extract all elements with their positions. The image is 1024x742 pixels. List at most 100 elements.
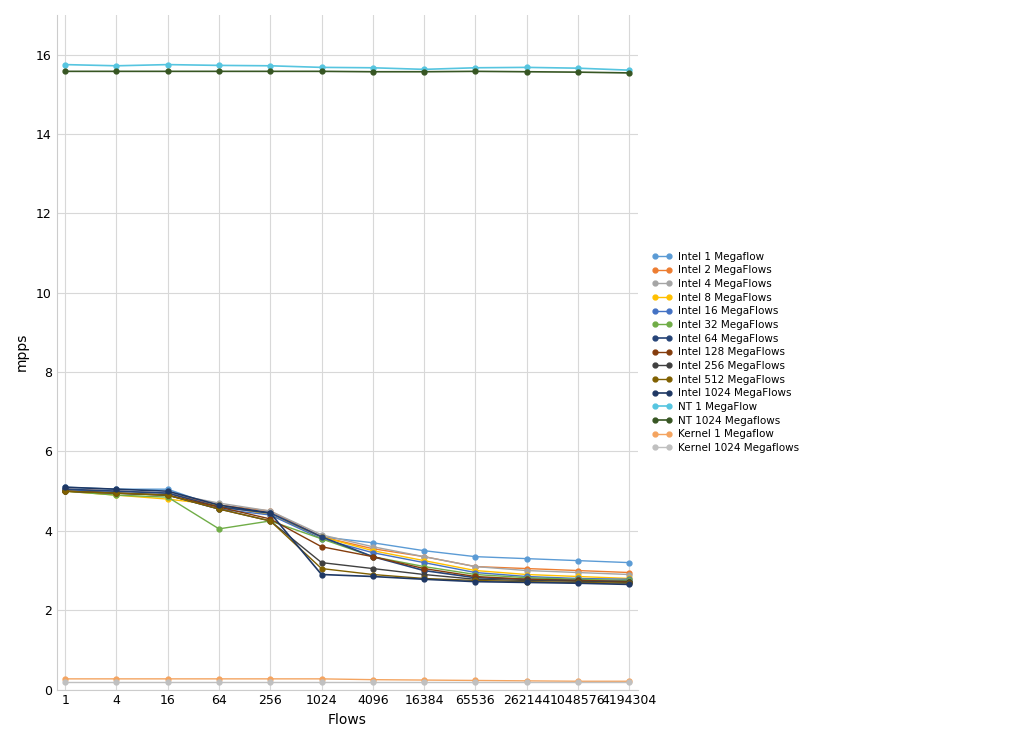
Intel 4 MegaFlows <box>59 487 72 496</box>
NT 1024 Megaflows <box>571 68 584 76</box>
Intel 16 MegaFlows <box>520 572 532 581</box>
X-axis label: Flows: Flows <box>328 713 367 727</box>
Intel 128 MegaFlows <box>162 490 174 499</box>
Intel 8 MegaFlows <box>162 495 174 504</box>
Intel 8 MegaFlows <box>315 532 328 541</box>
Intel 2 MegaFlows <box>367 545 379 554</box>
Line: Intel 64 MegaFlows: Intel 64 MegaFlows <box>62 487 632 584</box>
Line: Intel 1 Megaflow: Intel 1 Megaflow <box>62 485 632 565</box>
NT 1 MegaFlow <box>264 62 276 70</box>
Intel 128 MegaFlows <box>571 576 584 585</box>
Intel 16 MegaFlows <box>264 510 276 519</box>
Intel 1024 MegaFlows <box>418 575 430 584</box>
NT 1 MegaFlow <box>623 66 635 75</box>
Intel 64 MegaFlows <box>162 489 174 498</box>
NT 1 MegaFlow <box>213 61 225 70</box>
Intel 1 Megaflow <box>111 485 123 493</box>
Intel 512 MegaFlows <box>264 516 276 525</box>
Intel 1 Megaflow <box>162 485 174 493</box>
Kernel 1024 Megaflows <box>520 678 532 687</box>
Intel 16 MegaFlows <box>571 574 584 583</box>
Intel 16 MegaFlows <box>315 534 328 543</box>
Kernel 1 Megaflow <box>469 676 481 685</box>
Intel 8 MegaFlows <box>469 566 481 575</box>
NT 1024 Megaflows <box>264 67 276 76</box>
Intel 32 MegaFlows <box>264 516 276 525</box>
Intel 128 MegaFlows <box>623 577 635 586</box>
Intel 8 MegaFlows <box>367 546 379 555</box>
Intel 128 MegaFlows <box>520 575 532 584</box>
Kernel 1 Megaflow <box>520 677 532 686</box>
Intel 8 MegaFlows <box>213 501 225 510</box>
Line: NT 1 MegaFlow: NT 1 MegaFlow <box>62 62 632 73</box>
Intel 2 MegaFlows <box>59 485 72 493</box>
Intel 64 MegaFlows <box>315 532 328 541</box>
Intel 1 Megaflow <box>315 532 328 541</box>
Intel 32 MegaFlows <box>111 490 123 499</box>
Kernel 1024 Megaflows <box>111 678 123 687</box>
Intel 2 MegaFlows <box>418 552 430 561</box>
Intel 256 MegaFlows <box>264 516 276 525</box>
Intel 64 MegaFlows <box>520 575 532 584</box>
Intel 64 MegaFlows <box>59 485 72 493</box>
Y-axis label: mpps: mpps <box>15 333 29 372</box>
Intel 1024 MegaFlows <box>315 570 328 579</box>
NT 1024 Megaflows <box>315 67 328 76</box>
NT 1 MegaFlow <box>111 62 123 70</box>
Intel 1 Megaflow <box>418 546 430 555</box>
Intel 64 MegaFlows <box>264 508 276 517</box>
Intel 32 MegaFlows <box>520 574 532 582</box>
Intel 1 Megaflow <box>520 554 532 563</box>
Intel 32 MegaFlows <box>213 525 225 533</box>
Legend: Intel 1 Megaflow, Intel 2 MegaFlows, Intel 4 MegaFlows, Intel 8 MegaFlows, Intel: Intel 1 Megaflow, Intel 2 MegaFlows, Int… <box>648 249 802 456</box>
Intel 64 MegaFlows <box>418 566 430 575</box>
Intel 4 MegaFlows <box>315 531 328 539</box>
Line: Intel 512 MegaFlows: Intel 512 MegaFlows <box>62 489 632 585</box>
NT 1 MegaFlow <box>367 63 379 72</box>
Intel 128 MegaFlows <box>59 487 72 496</box>
Intel 2 MegaFlows <box>264 507 276 516</box>
Intel 1 Megaflow <box>264 508 276 517</box>
Intel 256 MegaFlows <box>367 564 379 573</box>
Intel 4 MegaFlows <box>111 487 123 496</box>
Intel 64 MegaFlows <box>367 552 379 561</box>
Kernel 1 Megaflow <box>264 674 276 683</box>
Intel 256 MegaFlows <box>213 505 225 513</box>
Intel 32 MegaFlows <box>469 570 481 579</box>
Intel 128 MegaFlows <box>111 489 123 498</box>
Intel 1024 MegaFlows <box>367 572 379 581</box>
NT 1 MegaFlow <box>418 65 430 73</box>
Intel 4 MegaFlows <box>213 499 225 508</box>
Intel 16 MegaFlows <box>418 558 430 567</box>
Kernel 1 Megaflow <box>623 677 635 686</box>
Intel 64 MegaFlows <box>571 576 584 585</box>
Intel 4 MegaFlows <box>469 562 481 571</box>
Intel 1024 MegaFlows <box>264 508 276 517</box>
Line: Intel 4 MegaFlows: Intel 4 MegaFlows <box>62 489 632 577</box>
Line: NT 1024 Megaflows: NT 1024 Megaflows <box>62 69 632 76</box>
Intel 256 MegaFlows <box>571 577 584 585</box>
Intel 1024 MegaFlows <box>571 579 584 588</box>
Intel 16 MegaFlows <box>469 568 481 577</box>
Intel 16 MegaFlows <box>162 490 174 499</box>
Intel 16 MegaFlows <box>111 489 123 498</box>
Intel 2 MegaFlows <box>469 562 481 571</box>
Line: Intel 32 MegaFlows: Intel 32 MegaFlows <box>62 489 632 583</box>
Intel 8 MegaFlows <box>59 487 72 496</box>
Intel 32 MegaFlows <box>367 552 379 561</box>
Intel 512 MegaFlows <box>367 570 379 579</box>
Intel 1 Megaflow <box>469 552 481 561</box>
Intel 64 MegaFlows <box>213 502 225 511</box>
Intel 4 MegaFlows <box>520 566 532 575</box>
Intel 1024 MegaFlows <box>111 485 123 493</box>
Intel 64 MegaFlows <box>623 577 635 586</box>
Kernel 1024 Megaflows <box>213 678 225 687</box>
NT 1024 Megaflows <box>213 67 225 76</box>
NT 1024 Megaflows <box>623 68 635 77</box>
Intel 8 MegaFlows <box>111 490 123 499</box>
Intel 1024 MegaFlows <box>213 501 225 510</box>
Intel 2 MegaFlows <box>315 532 328 541</box>
Intel 1 Megaflow <box>213 502 225 511</box>
Kernel 1 Megaflow <box>111 674 123 683</box>
Intel 512 MegaFlows <box>111 489 123 498</box>
